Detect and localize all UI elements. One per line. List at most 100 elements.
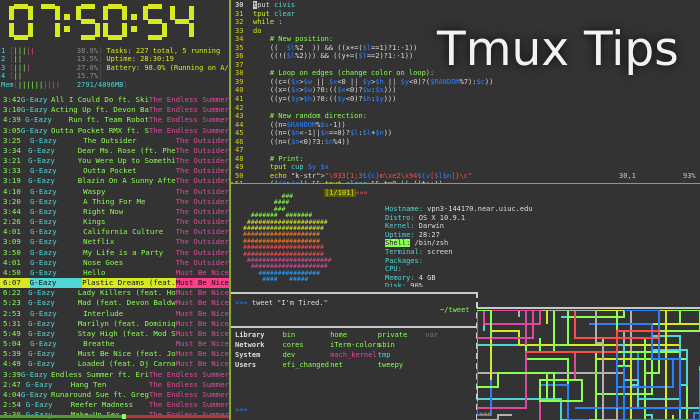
vim-line-code: ((y=($y>$h)?0:(($y<0)?$h:$y))): [253, 95, 397, 104]
cmus-playlist-pane[interactable]: 3:42 G-Eazy All I Could Do ft. Ski The Endl…: [0, 95, 229, 420]
track-duration: 3:30: [0, 410, 26, 420]
ls-entry[interactable]: var: [425, 331, 439, 339]
ls-entry[interactable]: tmp: [377, 351, 391, 359]
track-title: California Culture: [83, 227, 164, 237]
vim-line-number: 51: [233, 180, 253, 183]
ls-entry[interactable]: private: [377, 331, 408, 339]
ls-entry[interactable]: dev: [282, 351, 296, 359]
cmus-track-row[interactable]: 2:26 G-Eazy Kings The Outsider: [0, 217, 229, 227]
ls-entry[interactable]: net: [330, 361, 343, 369]
htop-pane[interactable]: 1 [||||| 38.9%] Tasks: 227 total, 5 runn…: [0, 44, 230, 98]
cmus-track-row[interactable]: 4:04 G-Eazy Runaround Sue ft. Greg The Endl…: [0, 390, 229, 400]
cmus-track-row[interactable]: 4:10 G-Eazy Waspy The Outsider: [0, 187, 229, 197]
cmus-track-row[interactable]: 5:31 G-Eazy Marilyn (feat. Dominiq Must Be …: [0, 319, 229, 329]
track-album: The Outsider: [175, 156, 229, 166]
track-title: Mad (feat. Devon Baldw: [77, 298, 176, 308]
ls-entry[interactable]: mach_kernel: [330, 351, 377, 359]
cmus-track-row[interactable]: 4:01 G-Eazy Nose Goes The Outsider: [0, 258, 229, 268]
track-duration: 4:01: [3, 227, 21, 237]
track-duration: 3:09: [3, 237, 21, 247]
track-title: Blazin On A Sunny Afte: [77, 176, 176, 186]
track-title: Marilyn (feat. Dominiq: [77, 318, 176, 328]
ls-entry[interactable]: [425, 360, 473, 370]
ls-entry[interactable]: home: [330, 331, 348, 339]
ls-entry[interactable]: efi_changed: [282, 361, 329, 369]
track-artist: G-Eazy: [28, 318, 55, 328]
vim-line-number: 50: [235, 171, 244, 180]
cmus-track-row[interactable]: 2:54 G-Eazy Reefer Madness The Endless Summ…: [0, 400, 229, 410]
cmus-track-row[interactable]: 6:22 G-Eazy Lady Killers (feat. Ho Must Be …: [0, 288, 229, 298]
pane-divider-tweet-top[interactable]: [231, 292, 477, 294]
ls-entry[interactable]: cores: [282, 341, 304, 349]
cmus-track-row[interactable]: 3:05 G-Eazy Outta Pocket RMX ft. S The Endl…: [0, 126, 229, 136]
cmus-track-row[interactable]: 3:42 G-Eazy All I Could Do ft. Ski The Endl…: [0, 95, 229, 105]
cmus-track-row[interactable]: 4:01 G-Eazy California Culture The Outsider: [0, 227, 229, 237]
vim-line-number: 43: [235, 112, 244, 121]
cmus-track-row[interactable]: 3:10 G-Eazy Acting Up ft. Devon Ba The Endl…: [0, 105, 229, 115]
neofetch-pane[interactable]: ### #### ### ####### ####### ###########…: [233, 187, 573, 287]
vim-code-body[interactable]: 30 tput civis 31 tput clear 32 while : 33 do 34 …: [233, 1, 700, 183]
cmus-track-row[interactable]: 3:09 G-Eazy Netflix The Outsider: [0, 237, 229, 247]
cmus-track-row[interactable]: 3:20 G-Eazy A Thing For Me The Outsider: [0, 197, 229, 207]
track-duration: 4:39: [3, 115, 21, 125]
cmus-track-row[interactable]: 5:49 G-Eazy Stay High (feat. Mod S Must Be …: [0, 329, 229, 339]
vim-code-line: 41 ((y=($y>$h)?0:(($y<0)?$h:$y))): [233, 95, 700, 104]
cmus-track-row[interactable]: 4:49 G-Eazy Loaded (feat. Dj Carna Must Be …: [0, 359, 229, 369]
track-artist: G-Eazy: [29, 237, 57, 247]
track-album: The Outsider: [175, 176, 229, 186]
cmus-track-row[interactable]: 3:50 G-Eazy My Life is a Party The Outsider: [0, 248, 229, 258]
cmus-track-row[interactable]: 2:53 G-Eazy Interlude Must Be Nice: [0, 309, 229, 319]
cmus-track-row[interactable]: 4:39 G-Eazy Run ft. Team Robot The Endless …: [0, 115, 229, 125]
cmus-track-row[interactable]: 5:04 G-Eazy Breathe Must Be Nice: [0, 339, 229, 349]
cmus-track-row[interactable]: 3:34 G-Eazy Dear Ms. Rose (ft. Phe The Outs…: [0, 146, 229, 156]
cmus-track-row[interactable]: 5:39 G-Eazy Must Be Nice (feat. Jo Must Be …: [0, 349, 229, 359]
track-title: Stay High (feat. Mod S: [77, 328, 176, 338]
progress-knob[interactable]: [121, 414, 126, 419]
ls-entry[interactable]: Library: [235, 331, 265, 339]
cmus-track-row[interactable]: 3:25 G-Eazy The Outsider The Outsider: [0, 136, 229, 146]
track-duration: 3:10: [3, 105, 21, 115]
pane-divider-pipes-top[interactable]: [477, 307, 700, 309]
pipes-screensaver-pane[interactable]: »»»: [477, 310, 700, 420]
cmus-track-row[interactable]: 3:21 G-Eazy You Were Up to Somethi The Outs…: [0, 156, 229, 166]
cmus-track-list[interactable]: 3:42 G-Eazy All I Could Do ft. Ski The Endl…: [0, 95, 229, 420]
cmus-track-row[interactable]: 4:50 G-Eazy Hello Must Be Nice: [0, 268, 229, 278]
pane-divider-horizontal-mid[interactable]: [231, 182, 700, 184]
pane-divider-ls-top[interactable]: [231, 326, 477, 328]
track-artist: G-Eazy: [29, 257, 57, 267]
htop-cpu-row: 2 [|| 13.5%] Uptime: 28:30:19: [1, 55, 174, 64]
cmus-track-row[interactable]: 2:47 G-Eazy Hang Ten The Endless Summer: [0, 380, 229, 390]
track-artist: G-Eazy: [29, 247, 57, 257]
pane-divider-vertical-left[interactable]: [229, 0, 231, 420]
neofetch-key: Memory:: [385, 273, 415, 282]
cmus-track-row[interactable]: 3:44 G-Eazy Right Now The Outsider: [0, 207, 229, 217]
cmus-track-row[interactable]: 6:07 G-Eazy Plastic Dreams (feat. Must Be N…: [0, 278, 229, 289]
cmus-track-row[interactable]: 3:19 G-Eazy Blazin On A Sunny Afte The Outs…: [0, 176, 229, 186]
track-album: The Outsider: [175, 166, 229, 176]
cmus-progress-bar[interactable]: [0, 414, 229, 419]
shell-prompt-line[interactable]: »»» tweet "I'm Tired.": [235, 299, 328, 307]
ls-entry[interactable]: sbin: [378, 341, 395, 349]
ls-entry[interactable]: System: [235, 351, 261, 359]
vim-editor-pane[interactable]: 30 tput civis 31 tput clear 32 while : 33 do 34 …: [233, 0, 700, 183]
track-title: Interlude: [83, 308, 124, 318]
clock-digit: [143, 4, 167, 40]
ls-entry[interactable]: bin: [282, 331, 296, 339]
ls-entry[interactable]: Users: [235, 361, 257, 369]
tweet-command-pane[interactable]: »»» tweet "I'm Tired.": [233, 295, 473, 320]
ls-entry[interactable]: [425, 350, 473, 360]
track-title: Hang Ten: [70, 379, 107, 389]
track-album: The Outsider: [175, 186, 229, 196]
cmus-track-row[interactable]: 3:30G-EazyMake-Up SexThe Endless Summer: [0, 410, 229, 420]
tmux-clock-pane[interactable]: [0, 0, 229, 44]
track-album: The Outsider: [175, 227, 229, 237]
ls-entry[interactable]: tweepy: [377, 361, 404, 369]
file-listing-pane[interactable]: Library bin home private var Network cores iTer…: [233, 330, 473, 420]
cmus-track-row[interactable]: 5:23 G-Eazy Mad (feat. Devon Baldw Must Be …: [0, 298, 229, 308]
ls-entry[interactable]: [426, 340, 474, 350]
ls-entry[interactable]: Network: [235, 341, 265, 349]
cmus-track-row[interactable]: 3:33 G-Eazy Outta Pocket The Outsider: [0, 166, 229, 176]
cmus-track-row[interactable]: 3:39 G-Eazy Endless Summer ft. Eri The Endl…: [0, 370, 229, 380]
track-duration: 3:21: [3, 156, 21, 166]
ls-entry[interactable]: iTerm-colors: [330, 341, 381, 349]
